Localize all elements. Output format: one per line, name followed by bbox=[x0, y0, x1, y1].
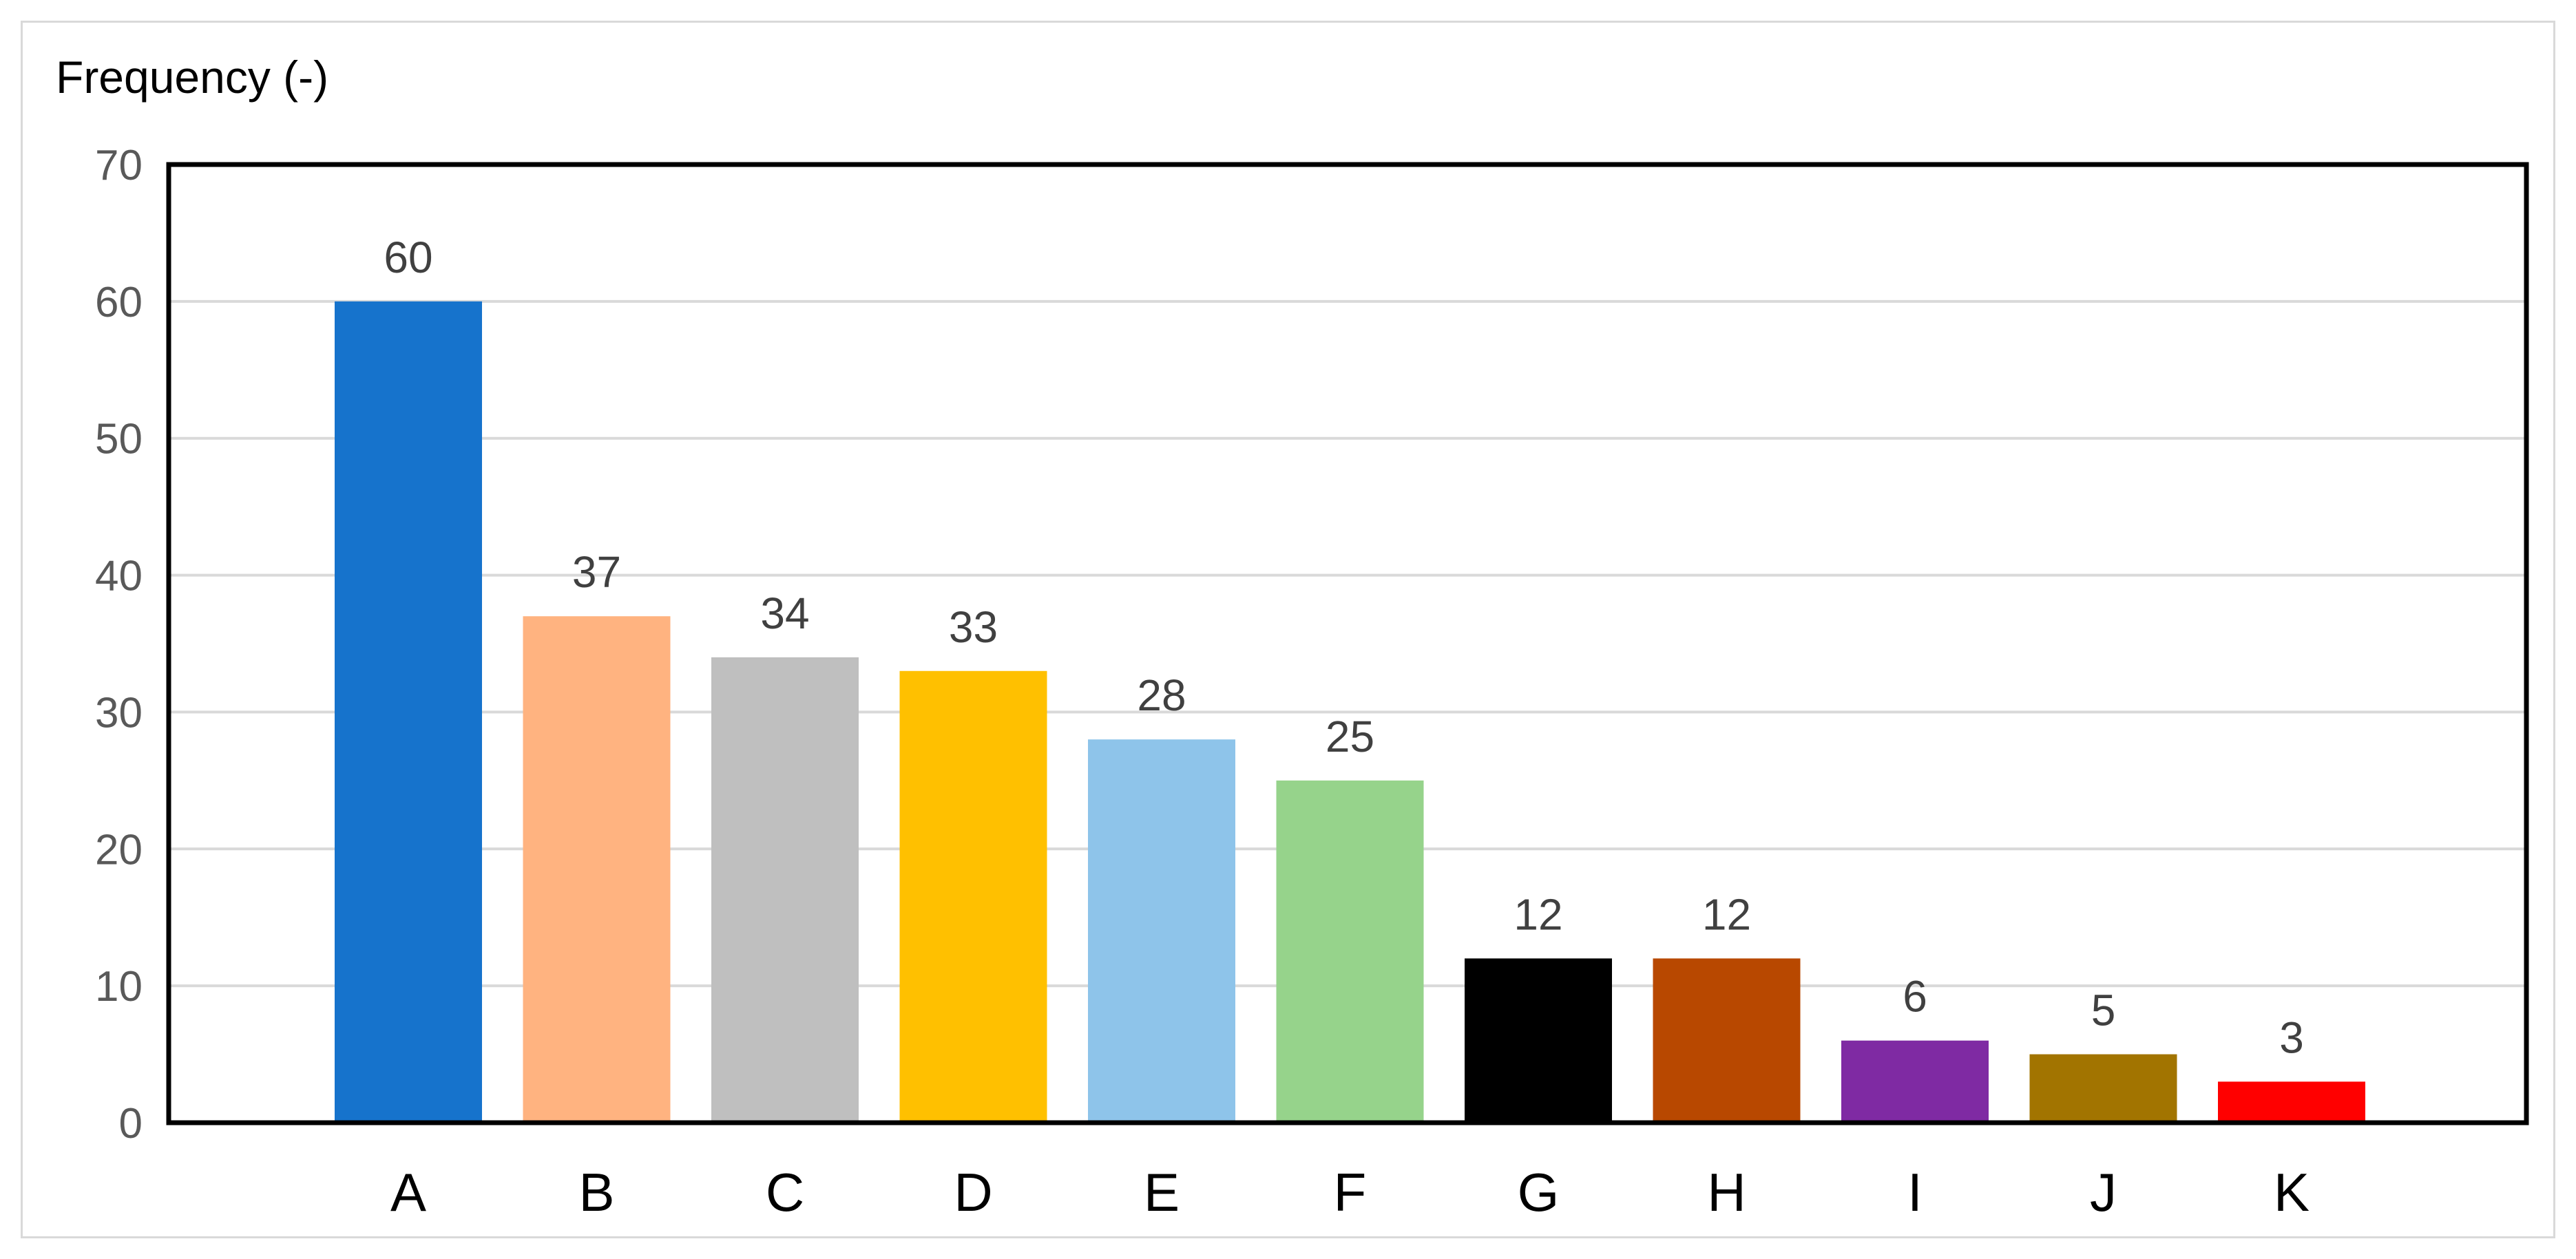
x-tick-label: J bbox=[2090, 1162, 2117, 1223]
data-label: 34 bbox=[760, 589, 809, 638]
y-tick-label: 30 bbox=[95, 689, 143, 737]
bar-a bbox=[335, 301, 482, 1123]
plot-border bbox=[166, 162, 2529, 1125]
y-tick-labels: 0 10 20 30 40 50 60 70 bbox=[95, 142, 143, 1147]
bar-k bbox=[2218, 1081, 2365, 1123]
data-label: 5 bbox=[2091, 986, 2116, 1035]
y-axis-label: Frequency (-) bbox=[56, 52, 328, 103]
data-labels: 60 37 34 33 28 25 12 12 6 5 3 bbox=[384, 233, 2303, 1062]
x-tick-label: C bbox=[766, 1162, 804, 1223]
x-tick-label: K bbox=[2274, 1162, 2310, 1223]
y-tick-label: 50 bbox=[95, 416, 143, 463]
x-tick-label: D bbox=[954, 1162, 992, 1223]
data-label: 28 bbox=[1137, 670, 1186, 720]
x-tick-label: A bbox=[390, 1162, 426, 1223]
bars bbox=[335, 301, 2365, 1123]
y-tick-label: 10 bbox=[95, 963, 143, 1011]
data-label: 12 bbox=[1702, 889, 1751, 939]
bar-c bbox=[711, 657, 859, 1123]
bar-h bbox=[1653, 958, 1801, 1123]
x-tick-label: I bbox=[1907, 1162, 1923, 1223]
data-label: 37 bbox=[572, 547, 621, 597]
bar-g bbox=[1465, 958, 1612, 1123]
x-tick-label: G bbox=[1518, 1162, 1560, 1223]
y-tick-label: 20 bbox=[95, 826, 143, 874]
bar-j bbox=[2029, 1054, 2177, 1123]
bar-i bbox=[1841, 1040, 1989, 1123]
bar-f bbox=[1276, 780, 1424, 1123]
y-tick-label: 0 bbox=[119, 1100, 143, 1147]
data-label: 60 bbox=[384, 233, 432, 282]
data-label: 6 bbox=[1903, 972, 1927, 1022]
data-label: 25 bbox=[1326, 712, 1374, 761]
x-tick-label: E bbox=[1144, 1162, 1180, 1223]
bar-b bbox=[523, 616, 671, 1123]
y-tick-label: 60 bbox=[95, 279, 143, 326]
data-label: 33 bbox=[949, 602, 998, 652]
data-label: 12 bbox=[1514, 889, 1562, 939]
x-tick-label: B bbox=[578, 1162, 614, 1223]
bar-chart: Frequency (-) 60 37 34 33 28 25 12 12 6 5 3 0 10 20 3… bbox=[56, 52, 2529, 1223]
x-tick-label: F bbox=[1334, 1162, 1367, 1223]
bar-d bbox=[899, 670, 1047, 1123]
chart-area: Frequency (-) 60 37 34 33 28 25 12 12 6 5 3 0 10 20 3… bbox=[21, 21, 2555, 1238]
x-tick-label: H bbox=[1707, 1162, 1746, 1223]
bar-e bbox=[1088, 739, 1235, 1123]
x-tick-labels: A B C D E F G H I J K bbox=[390, 1162, 2310, 1223]
y-tick-label: 70 bbox=[95, 142, 143, 189]
data-label: 3 bbox=[2279, 1013, 2304, 1062]
y-tick-label: 40 bbox=[95, 553, 143, 600]
